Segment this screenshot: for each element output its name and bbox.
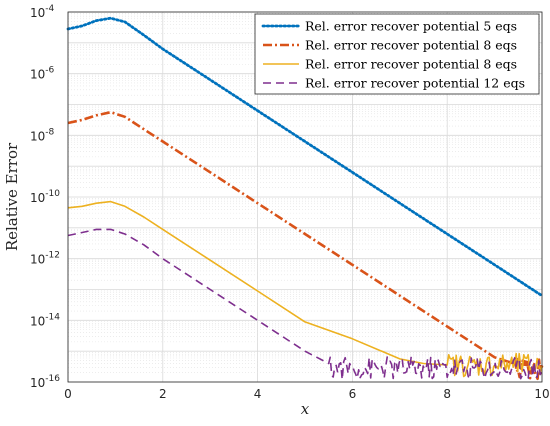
series-line-4 (67, 228, 543, 381)
x-tick-label: 0 (64, 387, 72, 401)
legend-entry-1: Rel. error recover potential 5 eqs (305, 19, 517, 34)
x-tick-label: 2 (159, 387, 167, 401)
y-tick-exponent: -8 (45, 127, 54, 137)
x-tick-label: 4 (254, 387, 262, 401)
legend-entry-2: Rel. error recover potential 8 eqs (305, 38, 517, 53)
y-tick-label: 10-4 (30, 4, 55, 20)
y-tick-label: 10-14 (30, 312, 60, 328)
y-tick-exponent: -16 (45, 374, 60, 384)
x-tick-label: 8 (443, 387, 451, 401)
y-tick-exponent: -4 (45, 4, 54, 14)
y-tick-label: 10-10 (30, 189, 60, 205)
y-tick-exponent: -6 (45, 66, 54, 76)
legend-entry-4: Rel. error recover potential 12 eqs (305, 76, 525, 91)
x-tick-label: 10 (534, 387, 549, 401)
y-axis-label: Relative Error (3, 142, 21, 251)
x-tick-label: 6 (349, 387, 357, 401)
y-tick-label: 10-8 (30, 127, 55, 143)
y-tick-exponent: -12 (45, 251, 60, 261)
plot-frame (67, 11, 543, 383)
legend: Rel. error recover potential 5 eqs Rel. e… (254, 13, 540, 95)
x-axis-label: x (301, 400, 310, 418)
series-lines (66, 16, 544, 381)
y-tick-label: 10-16 (30, 374, 60, 390)
legend-entry-3: Rel. error recover potential 8 eqs (305, 57, 517, 72)
legend-box (254, 13, 540, 95)
y-tick-exponent: -14 (45, 312, 60, 322)
y-tick-label: 10-6 (30, 66, 55, 82)
y-tick-label: 10-12 (30, 251, 60, 267)
series-line-2 (67, 110, 544, 381)
series-line-1 (66, 16, 544, 298)
y-tick-exponent: -10 (45, 189, 60, 199)
